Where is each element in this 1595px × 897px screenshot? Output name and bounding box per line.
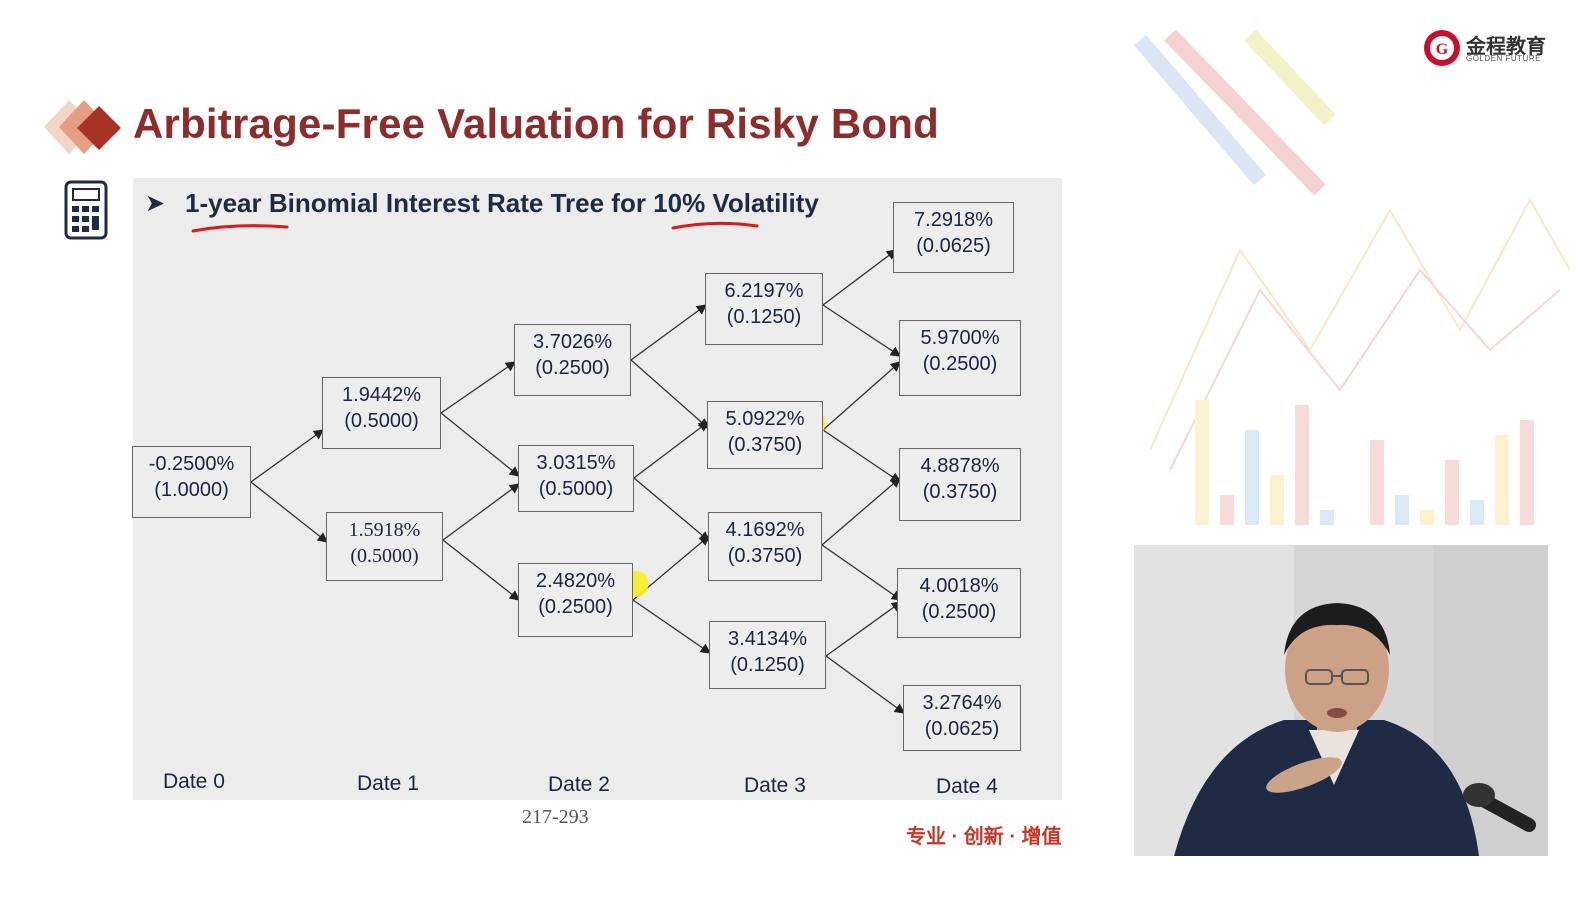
node-probability: (0.3750) bbox=[727, 545, 803, 567]
node-probability: (0.2500) bbox=[921, 601, 997, 623]
node-rate: 2.4820% bbox=[536, 570, 615, 592]
tree-subtitle: 1-year Binomial Interest Rate Tree for 1… bbox=[185, 188, 819, 218]
brand-slogan: 专业 · 创新 · 增值 bbox=[906, 826, 1062, 848]
node-rate: -0.2500% bbox=[148, 453, 235, 475]
node-probability: (0.1250) bbox=[730, 654, 805, 676]
page-title: Arbitrage-Free Valuation for Risky Bond bbox=[133, 100, 939, 147]
node-probability: (0.0625) bbox=[916, 235, 991, 257]
tree-node-date4-e: 3.2764% (0.0625) bbox=[903, 685, 1021, 751]
tree-node-date3-a: 6.2197% (0.1250) bbox=[705, 273, 823, 345]
node-probability: (0.3750) bbox=[922, 481, 998, 503]
svg-text:G: G bbox=[1436, 41, 1449, 58]
node-rate: 5.9700% bbox=[920, 327, 1000, 349]
tree-node-date2-uu: 3.7026% (0.2500) bbox=[514, 324, 631, 396]
node-probability: (0.1250) bbox=[726, 306, 802, 328]
node-probability: (0.5000) bbox=[350, 545, 419, 567]
node-rate: 4.0018% bbox=[919, 575, 999, 597]
node-rate: 6.2197% bbox=[724, 280, 804, 302]
title-diamond-icon bbox=[44, 100, 121, 154]
tree-node-date3-d: 3.4134% (0.1250) bbox=[709, 621, 826, 689]
node-rate: 3.7026% bbox=[533, 331, 612, 353]
date-label: Date 4 bbox=[936, 775, 998, 798]
tree-node-date2-dd: 2.4820% (0.2500) bbox=[518, 563, 633, 637]
brand-logo-icon: G bbox=[1424, 30, 1460, 66]
node-rate: 3.4134% bbox=[728, 628, 807, 650]
tree-node-date4-d: 4.0018% (0.2500) bbox=[897, 568, 1021, 638]
node-rate: 5.0922% bbox=[725, 408, 805, 430]
tree-node-date4-c: 4.8878% (0.3750) bbox=[899, 448, 1021, 521]
node-probability: (0.3750) bbox=[727, 434, 803, 456]
node-probability: (0.0625) bbox=[924, 718, 1000, 740]
brand-tagline: GOLDEN FUTURE bbox=[1466, 54, 1541, 63]
presenter-image bbox=[1134, 545, 1548, 856]
node-rate: 1.5918% bbox=[348, 519, 421, 541]
tree-node-date4-b: 5.9700% (0.2500) bbox=[899, 320, 1021, 396]
node-probability: (0.5000) bbox=[344, 410, 419, 432]
date-label: Date 1 bbox=[357, 772, 419, 795]
presenter-video[interactable] bbox=[1134, 545, 1548, 856]
date-label: Date 3 bbox=[744, 774, 806, 797]
tree-node-date1-down: 1.5918% (0.5000) bbox=[326, 512, 443, 581]
page-number: 217-293 bbox=[522, 806, 589, 828]
tree-node-date2-ud: 3.0315% (0.5000) bbox=[518, 445, 634, 512]
tree-node-date3-b: 5.0922% (0.3750) bbox=[707, 401, 823, 469]
node-probability: (0.2500) bbox=[922, 353, 998, 375]
tree-node-date3-c: 4.1692% (0.3750) bbox=[708, 512, 822, 581]
date-label: Date 2 bbox=[548, 773, 610, 796]
tree-node-date0: -0.2500% (1.0000) bbox=[132, 446, 251, 518]
tree-node-date1-up: 1.9442% (0.5000) bbox=[322, 377, 441, 449]
node-probability: (0.2500) bbox=[538, 596, 613, 618]
red-underline-annotation bbox=[191, 221, 759, 233]
node-rate: 4.8878% bbox=[920, 455, 1000, 477]
decorative-background bbox=[1133, 30, 1571, 525]
date-label: Date 0 bbox=[163, 770, 225, 793]
node-rate: 7.2918% bbox=[914, 209, 993, 231]
node-rate: 3.0315% bbox=[536, 452, 616, 474]
tree-node-date4-a: 7.2918% (0.0625) bbox=[893, 202, 1014, 273]
node-probability: (1.0000) bbox=[154, 479, 229, 501]
brand-name: 金程教育 bbox=[1466, 36, 1546, 58]
node-rate: 4.1692% bbox=[725, 519, 805, 541]
calculator-icon bbox=[64, 180, 108, 240]
node-rate: 1.9442% bbox=[342, 384, 421, 406]
node-probability: (0.5000) bbox=[538, 478, 614, 500]
bullet-arrow-icon: ➤ bbox=[145, 190, 166, 217]
node-rate: 3.2764% bbox=[922, 692, 1002, 714]
node-probability: (0.2500) bbox=[535, 357, 610, 379]
